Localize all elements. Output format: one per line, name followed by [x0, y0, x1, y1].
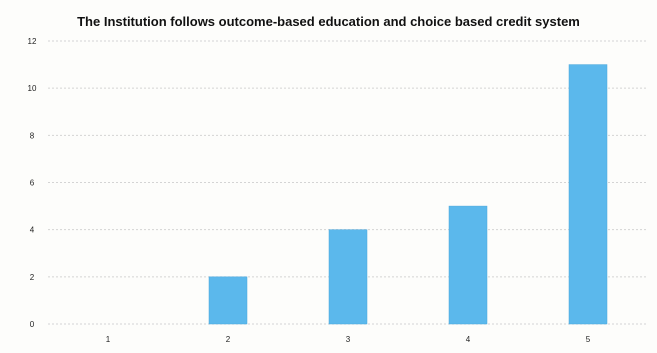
x-axis-ticks: 1 2 3 4 5: [106, 335, 591, 344]
y-axis-ticks: 0 2 4 6 8 10 12: [28, 37, 37, 329]
bar-4: [448, 205, 488, 325]
y-tick-label-12: 12: [28, 37, 37, 46]
y-tick-label-8: 8: [30, 131, 35, 140]
x-tick-label-5: 5: [586, 335, 591, 344]
y-tick-label-0: 0: [30, 320, 35, 329]
x-tick-label-4: 4: [466, 335, 471, 344]
y-tick-label-6: 6: [30, 179, 35, 188]
y-tick-label-2: 2: [30, 273, 35, 282]
bar-2: [208, 276, 248, 325]
y-tick-label-4: 4: [30, 226, 35, 235]
x-tick-label-2: 2: [226, 335, 231, 344]
chart-title: The Institution follows outcome-based ed…: [77, 14, 580, 29]
bars: [208, 64, 608, 325]
bar-3: [328, 229, 368, 325]
bar-5: [568, 64, 608, 325]
y-tick-label-10: 10: [28, 84, 37, 93]
x-tick-label-1: 1: [106, 335, 111, 344]
x-tick-label-3: 3: [346, 335, 351, 344]
